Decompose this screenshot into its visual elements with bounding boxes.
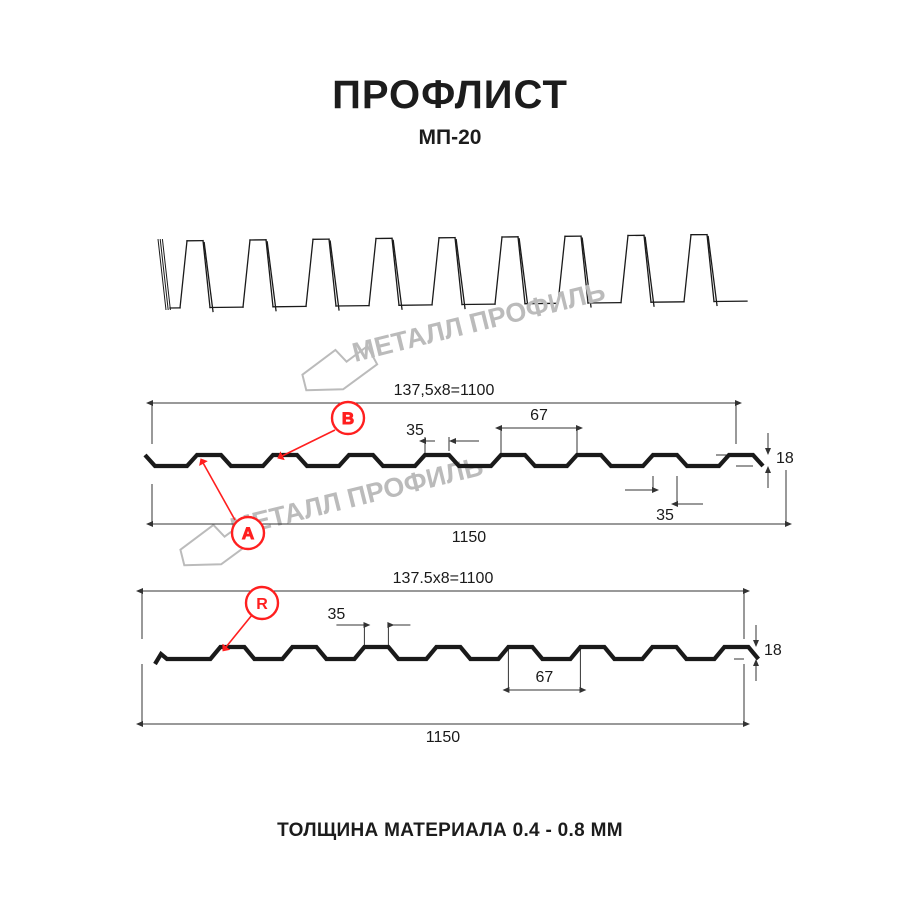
svg-text:МЕТАЛЛ ПРОФИЛЬ: МЕТАЛЛ ПРОФИЛЬ xyxy=(349,276,608,368)
svg-text:137,5x8=1100: 137,5x8=1100 xyxy=(394,382,495,399)
svg-text:1150: 1150 xyxy=(426,729,461,746)
svg-text:1150: 1150 xyxy=(452,529,487,546)
svg-text:67: 67 xyxy=(536,669,554,686)
svg-text:B: B xyxy=(342,409,354,428)
svg-text:R: R xyxy=(256,596,268,613)
svg-text:18: 18 xyxy=(776,450,794,467)
svg-text:67: 67 xyxy=(530,407,548,424)
svg-text:35: 35 xyxy=(656,507,674,524)
svg-text:35: 35 xyxy=(406,422,424,439)
svg-text:A: A xyxy=(242,524,254,543)
svg-text:35: 35 xyxy=(328,606,346,623)
svg-text:137.5x8=1100: 137.5x8=1100 xyxy=(393,570,494,587)
svg-text:18: 18 xyxy=(764,642,782,659)
